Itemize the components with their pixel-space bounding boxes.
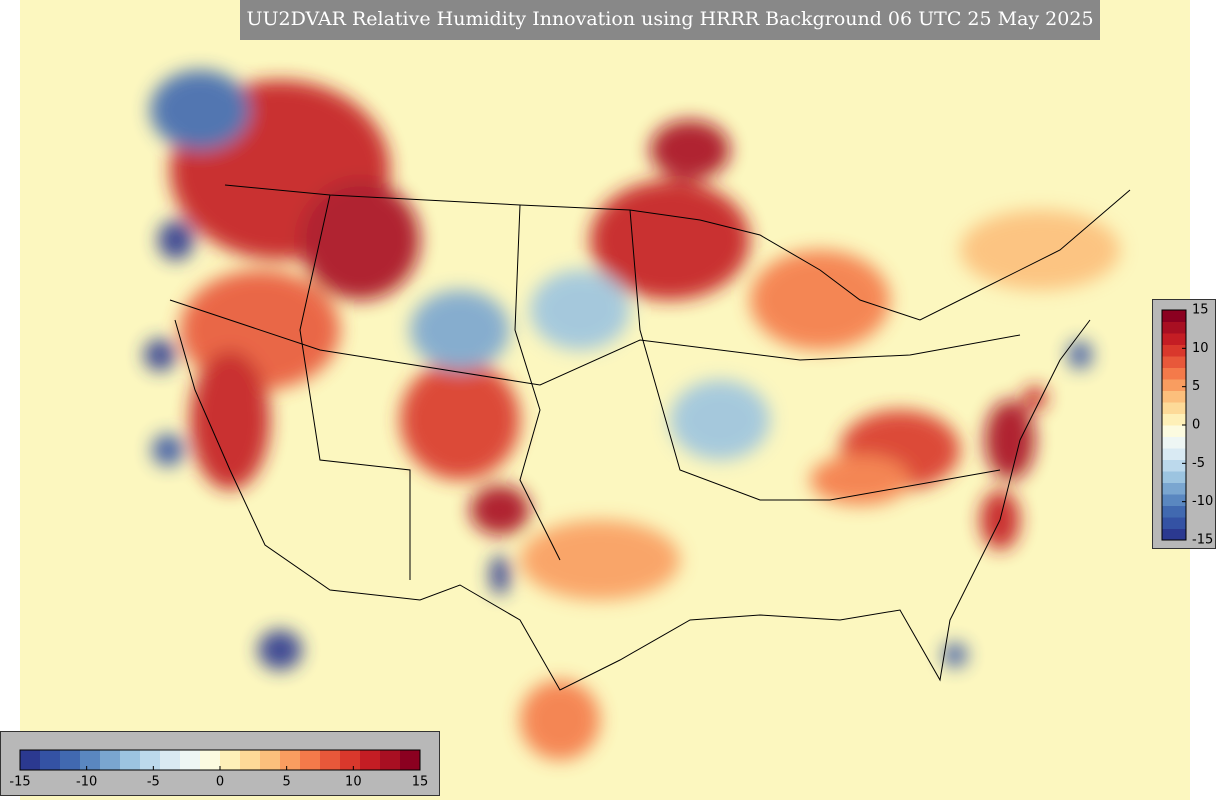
colorbar-segment [300, 750, 321, 770]
colorbar-segment [1162, 425, 1186, 437]
colorbar-segment [80, 750, 101, 770]
tick-label: -10 [1192, 494, 1213, 509]
colorbar-segment [120, 750, 141, 770]
colorbar-segment [1162, 344, 1186, 357]
tick-label: 0 [216, 775, 224, 790]
tick-label: 10 [345, 775, 362, 790]
colorbar-segment [1162, 471, 1186, 483]
tick-label: -5 [147, 775, 160, 790]
colorbar-segment [1162, 436, 1186, 449]
colorbar-segment [1162, 390, 1186, 403]
colorbar-segment [200, 750, 221, 770]
colorbar-segment [1162, 505, 1186, 518]
map-title: UU2DVAR Relative Humidity Innovation usi… [246, 8, 1093, 30]
colorbar-segment [180, 750, 201, 770]
colorbar-segment [1162, 413, 1186, 426]
colorbar-segment [60, 750, 81, 770]
colorbar-segment [360, 750, 381, 770]
colorbar-segment [1162, 333, 1186, 345]
colorbar-segment [1162, 310, 1186, 322]
tick-label: 15 [1192, 303, 1209, 318]
colorbar-segment [140, 750, 161, 770]
colorbar-segment [20, 750, 41, 770]
colorbar-segment [1162, 367, 1186, 380]
tick-label: 5 [1192, 379, 1200, 394]
colorbar-segment [400, 750, 421, 770]
colorbar-segment [1162, 459, 1186, 472]
colorbar-segment [380, 750, 401, 770]
colorbar-segment [1162, 494, 1186, 506]
colorbar-segment [280, 750, 301, 770]
colorbar-segment [1162, 517, 1186, 529]
colorbar-segment [1162, 356, 1186, 368]
borders [169, 184, 1131, 691]
colorbar-segment [100, 750, 121, 770]
tick-label: 5 [283, 775, 291, 790]
colorbar-segment [1162, 448, 1186, 460]
tick-label: 10 [1192, 341, 1209, 356]
colorbar-segment [240, 750, 261, 770]
colorbar-segment [1162, 528, 1186, 541]
colorbar-segment [1162, 402, 1186, 414]
tick-label: -10 [76, 775, 97, 790]
tick-label: -15 [9, 775, 30, 790]
tick-label: 15 [412, 775, 429, 790]
tick-label: 0 [1192, 418, 1200, 433]
colorbar-segment [1162, 482, 1186, 495]
colorbar-segment [1162, 379, 1186, 391]
title-box [240, 0, 1100, 40]
colorbar-segment [220, 750, 241, 770]
tick-label: -5 [1192, 456, 1205, 471]
colorbar-segment [340, 750, 361, 770]
colorbar-segment [260, 750, 281, 770]
map-field [20, 0, 1190, 800]
colorbar-segment [160, 750, 181, 770]
colorbar-segment [320, 750, 341, 770]
tick-label: -15 [1192, 533, 1213, 548]
colorbar-segment [1162, 321, 1186, 334]
colorbar-segment [40, 750, 61, 770]
